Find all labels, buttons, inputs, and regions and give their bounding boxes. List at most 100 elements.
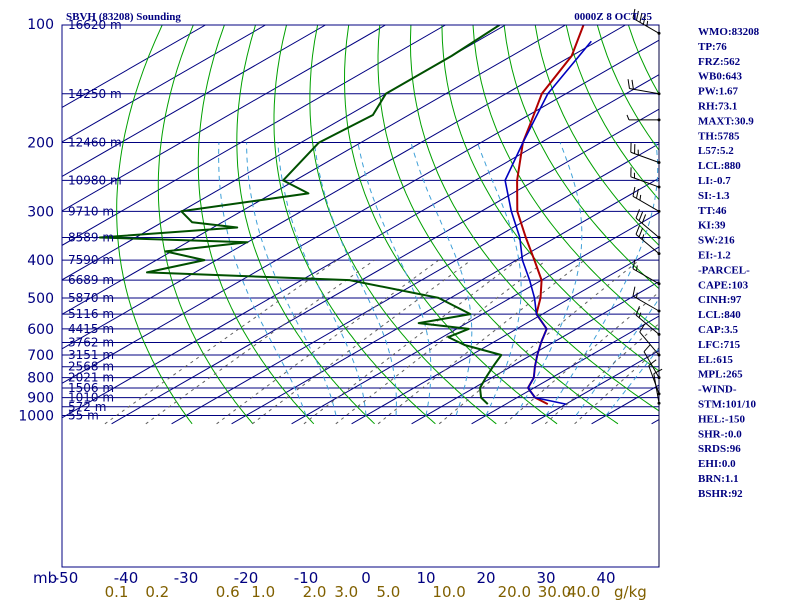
mixing-ratio-tick-label: 40.0	[567, 583, 600, 600]
stability-index-item: EHI:0.0	[698, 458, 736, 470]
stability-index-item: BRN:1.1	[698, 473, 739, 485]
stability-index-item: TP:76	[698, 41, 727, 53]
pressure-tick-label: 700	[27, 348, 54, 364]
pressure-tick-label: 1000	[18, 409, 54, 425]
mixing-ratio-tick-label: 0.2	[145, 583, 169, 600]
pressure-tick-label: 100	[27, 17, 54, 33]
height-label: 3762 m	[68, 335, 114, 349]
wind-barb	[635, 306, 661, 336]
parcel-trace	[504, 40, 592, 405]
stability-index-item: TH:5785	[698, 130, 740, 142]
temperature-tick-label: 30	[536, 569, 555, 587]
mixing-ratio-line	[574, 347, 659, 425]
wind-barb	[627, 79, 661, 96]
height-label: 572 m	[68, 400, 106, 414]
stability-index-item: WB0:643	[698, 71, 743, 83]
wind-barb	[630, 167, 661, 189]
stability-index-item: LI:-0.7	[698, 175, 731, 187]
moist-adiabat-line	[410, 142, 473, 416]
stability-index-item: FRZ:562	[698, 56, 741, 68]
pressure-tick-label: 500	[27, 291, 54, 307]
height-label: 7590 m	[68, 253, 114, 267]
moist-adiabat-line	[605, 347, 659, 416]
wind-barb	[653, 368, 663, 405]
dry-adiabat-line	[472, 25, 659, 331]
dry-adiabat-line	[273, 25, 436, 425]
moist-adiabat-line	[277, 142, 367, 416]
stability-index-item: -WIND-	[698, 384, 737, 396]
height-label: 6689 m	[68, 273, 114, 287]
stability-index-item: CAP:3.5	[698, 324, 739, 336]
mixing-ratio-tick-label: 20.0	[498, 583, 531, 600]
mixing-ratio-tick-label: 0.6	[216, 583, 240, 600]
mixing-ratio-tick-label: 3.0	[334, 583, 358, 600]
station-title: SBVH (83208) Sounding	[66, 11, 181, 23]
valid-time: 0000Z 8 OCT 25	[574, 11, 652, 23]
height-label: 2568 m	[68, 360, 114, 374]
stability-index-item: HEL:-150	[698, 413, 746, 425]
dry-adiabat-line	[441, 25, 659, 372]
stability-index-item: SW:216	[698, 235, 735, 247]
mixing-ratio-tick-label: 0.1	[105, 583, 129, 600]
stability-index-item: PW:1.67	[698, 86, 739, 98]
stability-indices-panel: WMO:83208 TP:76 FRZ:562 WB0:643 PW:1.67 RH:73…	[698, 26, 760, 500]
temperature-tick-label: -20	[234, 569, 259, 587]
stability-index-item: LCL:840	[698, 309, 741, 321]
height-label: 5116 m	[68, 307, 114, 321]
mixing-ratio-line	[438, 259, 640, 425]
mixing-ratio-line	[145, 259, 375, 425]
stability-index-item: STM:101/10	[698, 399, 757, 411]
stability-index-item: CAPE:103	[698, 279, 749, 291]
wind-barb	[626, 114, 661, 122]
mixing-ratio-line	[377, 259, 585, 425]
mixing-ratio-tick-label: 10.0	[432, 583, 465, 600]
dewpoint-trace	[98, 25, 503, 405]
wind-barb	[630, 142, 661, 165]
isotherm-line	[62, 74, 659, 419]
temperature-tick-label: 40	[596, 569, 615, 587]
height-label: 10980 m	[68, 173, 122, 187]
mixing-ratio-line	[504, 291, 659, 425]
wind-barb	[643, 344, 661, 380]
height-label: 5870 m	[68, 291, 114, 305]
mixing-ratio-tick-label: 5.0	[376, 583, 400, 600]
wind-barb	[632, 186, 661, 213]
mixing-ratio-line	[335, 259, 547, 425]
isotherm-line	[62, 25, 386, 212]
height-label: 8589 m	[68, 230, 114, 244]
height-label: 9710 m	[68, 204, 114, 218]
moist-adiabat-line	[246, 142, 337, 416]
mixing-ratio-tick-label: 1.0	[251, 583, 275, 600]
mixing-ratio-line	[303, 259, 519, 425]
wind-barb	[632, 8, 661, 35]
height-label: 12460 m	[68, 136, 122, 150]
temperature-tick-label: -50	[54, 569, 79, 587]
pressure-tick-label: 300	[27, 204, 54, 220]
stability-index-item: EL:615	[698, 354, 733, 366]
stability-index-item: BSHR:92	[698, 488, 743, 500]
height-label: 14250 m	[68, 87, 122, 101]
isotherm-line	[171, 143, 659, 425]
dry-adiabat-line	[409, 25, 659, 412]
wind-barb	[632, 286, 661, 313]
pressure-unit-label: mb	[33, 569, 57, 587]
pressure-tick-label: 800	[27, 371, 54, 387]
pressure-tick-label: 400	[27, 253, 54, 269]
mixing-ratio-tick-label: 30.0	[538, 583, 571, 600]
wind-barb	[635, 225, 661, 256]
mixing-unit-label: g/kg	[614, 583, 647, 600]
height-label: 3151 m	[68, 348, 114, 362]
isotherm-line	[351, 246, 659, 425]
dry-adiabat-line	[377, 25, 619, 425]
isotherm-line	[411, 281, 659, 425]
stability-index-item: -PARCEL-	[698, 264, 750, 276]
moist-adiabat-line	[545, 142, 659, 416]
mixing-ratio-line	[252, 259, 472, 425]
background-grid	[62, 25, 659, 425]
dry-adiabat-line	[503, 25, 659, 290]
stability-index-item: SHR-:0.0	[698, 428, 742, 440]
wind-barb	[639, 323, 661, 357]
isotherm-line	[111, 108, 659, 425]
